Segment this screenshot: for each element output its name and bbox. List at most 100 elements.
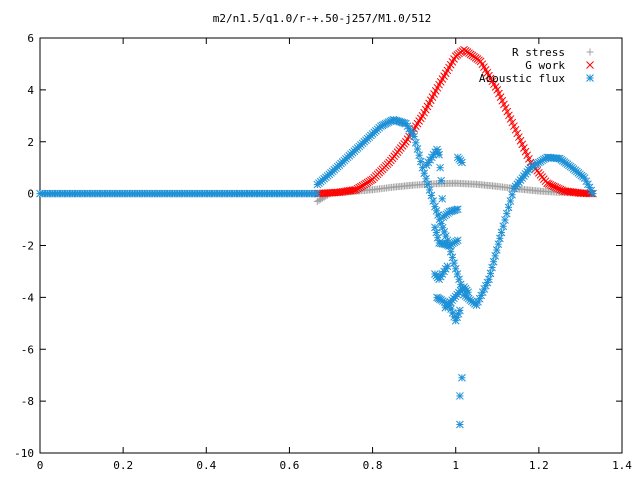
data-point	[437, 176, 446, 185]
y-tick-label: 6	[27, 32, 34, 45]
x-tick-label: 0	[37, 459, 44, 472]
data-point	[408, 130, 417, 138]
data-point	[416, 114, 425, 123]
data-point	[313, 189, 321, 198]
x-tick-label: 0.8	[363, 459, 383, 472]
data-point	[456, 420, 464, 429]
data-point	[441, 232, 450, 240]
plot-frame	[39, 37, 623, 454]
data-point	[504, 203, 513, 212]
data-point	[454, 309, 463, 318]
data-point	[587, 186, 596, 195]
data-point	[431, 223, 439, 232]
data-point	[438, 194, 447, 203]
y-tick-label: -6	[21, 343, 34, 356]
data-point	[497, 228, 506, 237]
legend-marker	[586, 48, 594, 56]
data-point	[416, 157, 425, 166]
axis-ticks	[39, 37, 623, 454]
data-point	[440, 228, 449, 236]
data-point	[330, 188, 339, 197]
data-point	[411, 138, 420, 147]
data-point	[501, 216, 509, 224]
legend-label: G work	[525, 59, 565, 72]
data-point	[347, 186, 355, 195]
data-point	[400, 139, 409, 148]
data-point	[489, 257, 498, 266]
data-point	[456, 392, 464, 400]
data-point	[434, 148, 442, 156]
data-point	[491, 252, 500, 260]
data-point	[458, 47, 467, 55]
data-point	[450, 259, 458, 267]
series-r-stress	[313, 179, 597, 205]
data-point	[429, 197, 438, 205]
series-layer	[36, 45, 597, 429]
legend-label: R stress	[512, 46, 565, 59]
x-tick-label: 0.6	[279, 459, 299, 472]
data-point	[486, 269, 495, 278]
data-point	[491, 83, 500, 91]
data-point	[525, 155, 533, 163]
data-point	[422, 174, 430, 183]
data-point	[431, 202, 439, 211]
data-point	[423, 180, 432, 189]
y-tick-label: 4	[27, 84, 34, 97]
y-tick-label: -10	[14, 447, 34, 460]
data-point	[496, 234, 504, 243]
x-tick-label: 1.2	[529, 459, 549, 472]
y-tick-label: -8	[21, 395, 34, 408]
data-point	[483, 278, 492, 287]
data-point	[446, 247, 455, 256]
data-point	[413, 145, 422, 153]
axis-tick-labels: 0 0.2 0.4 0.6 0.8 1 1.2 1.4 6 4 2 0 -2 -4 -6 -8 -10	[14, 32, 632, 472]
data-point	[571, 188, 580, 197]
series-acoustic-flux	[36, 115, 597, 429]
data-point	[452, 237, 460, 246]
data-point	[441, 264, 450, 273]
data-point	[452, 205, 460, 214]
data-point	[453, 270, 462, 278]
legend-marker	[586, 61, 594, 69]
chart-title: m2/n1.5/q1.0/r-+.50-j257/M1.0/512	[213, 12, 432, 25]
data-point	[436, 163, 444, 172]
data-point	[579, 172, 587, 181]
data-point	[508, 190, 516, 199]
legend-marker	[586, 74, 594, 82]
data-point	[556, 185, 565, 194]
data-point	[438, 223, 447, 232]
data-point	[386, 117, 395, 126]
data-point	[415, 151, 423, 160]
x-tick-label: 1.4	[612, 459, 632, 472]
data-point	[425, 186, 434, 194]
y-tick-label: 2	[27, 136, 34, 149]
data-point	[455, 275, 463, 284]
x-tick-label: 1	[452, 459, 459, 472]
data-point	[488, 263, 496, 272]
series-g-work	[313, 45, 597, 198]
y-tick-label: -4	[21, 291, 35, 304]
data-point	[499, 222, 508, 231]
data-point	[494, 240, 503, 249]
y-tick-label: 0	[27, 188, 34, 201]
data-point	[458, 373, 466, 382]
legend-label: Acoustic flux	[479, 72, 565, 85]
data-point	[348, 186, 357, 195]
data-point	[451, 264, 460, 273]
data-point	[492, 246, 501, 254]
data-point	[502, 209, 511, 218]
data-point	[420, 169, 429, 178]
data-point	[427, 191, 436, 200]
data-point	[506, 197, 515, 205]
data-point	[508, 118, 517, 127]
data-point	[432, 228, 441, 237]
data-point	[456, 156, 465, 165]
data-point	[433, 233, 442, 242]
data-point	[448, 253, 457, 262]
y-tick-label: -2	[21, 240, 34, 253]
x-tick-label: 0.2	[113, 459, 133, 472]
x-tick-label: 0.4	[196, 459, 216, 472]
